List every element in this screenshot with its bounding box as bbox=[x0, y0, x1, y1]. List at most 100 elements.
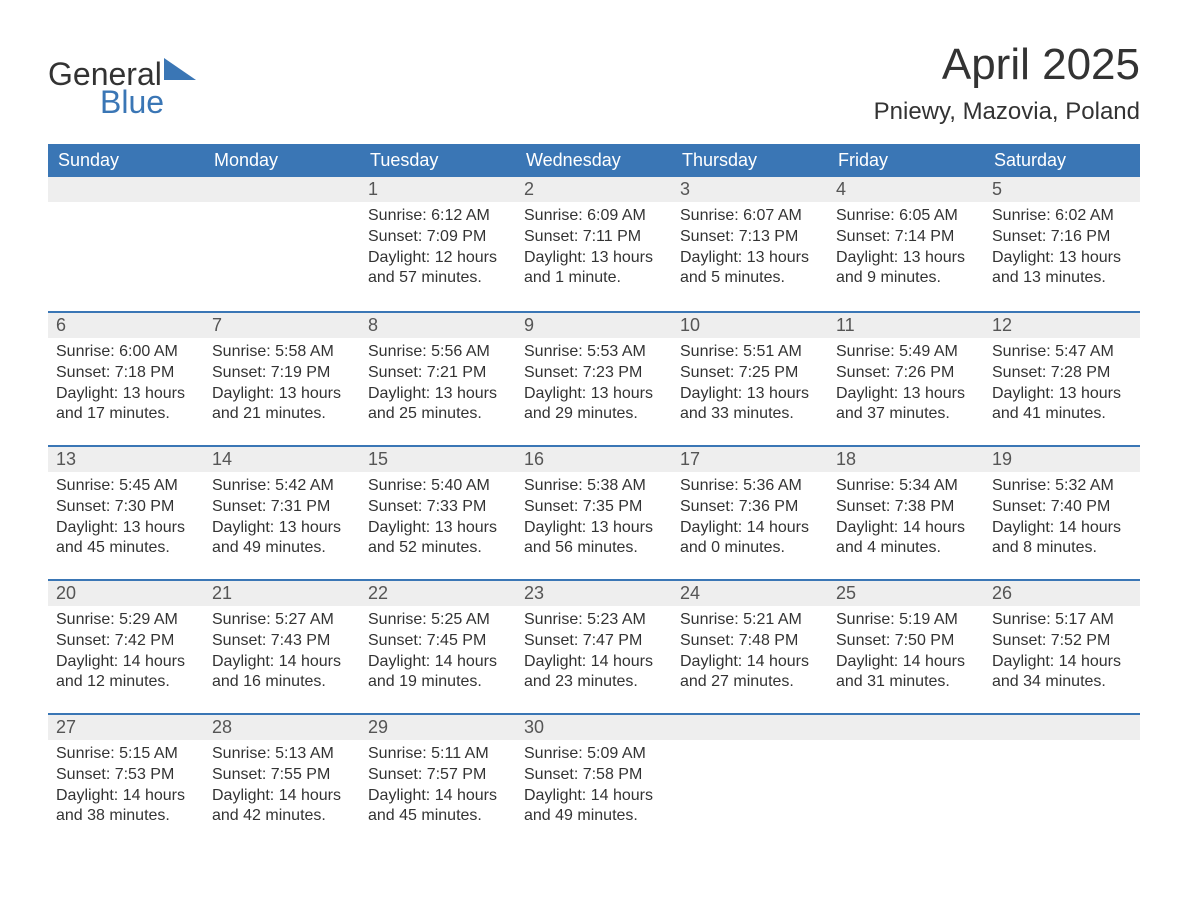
sunrise-text: Sunrise: 5:42 AM bbox=[212, 476, 352, 497]
day-header: Friday bbox=[828, 144, 984, 177]
sunrise-text: Sunrise: 6:05 AM bbox=[836, 206, 976, 227]
day-number: 8 bbox=[360, 311, 516, 338]
logo-triangle-icon bbox=[164, 58, 196, 85]
sunset-text: Sunset: 7:33 PM bbox=[368, 497, 508, 518]
calendar-cell: 10Sunrise: 5:51 AMSunset: 7:25 PMDayligh… bbox=[672, 311, 828, 445]
daylight-text-1: Daylight: 13 hours bbox=[524, 248, 664, 269]
day-number: 7 bbox=[204, 311, 360, 338]
day-details: Sunrise: 6:05 AMSunset: 7:14 PMDaylight:… bbox=[828, 202, 984, 297]
sunset-text: Sunset: 7:25 PM bbox=[680, 363, 820, 384]
day-number: 20 bbox=[48, 579, 204, 606]
daylight-text-2: and 31 minutes. bbox=[836, 672, 976, 693]
daylight-text-1: Daylight: 14 hours bbox=[56, 652, 196, 673]
day-header: Thursday bbox=[672, 144, 828, 177]
calendar-cell: 30Sunrise: 5:09 AMSunset: 7:58 PMDayligh… bbox=[516, 713, 672, 847]
page-header: General Blue April 2025 Pniewy, Mazovia,… bbox=[48, 40, 1140, 126]
sunrise-text: Sunrise: 5:47 AM bbox=[992, 342, 1132, 363]
sunset-text: Sunset: 7:57 PM bbox=[368, 765, 508, 786]
sunrise-text: Sunrise: 5:53 AM bbox=[524, 342, 664, 363]
calendar-week: 27Sunrise: 5:15 AMSunset: 7:53 PMDayligh… bbox=[48, 713, 1140, 847]
daylight-text-1: Daylight: 14 hours bbox=[56, 786, 196, 807]
day-details: Sunrise: 5:58 AMSunset: 7:19 PMDaylight:… bbox=[204, 338, 360, 433]
sunrise-text: Sunrise: 5:21 AM bbox=[680, 610, 820, 631]
calendar-cell: 20Sunrise: 5:29 AMSunset: 7:42 PMDayligh… bbox=[48, 579, 204, 713]
day-details: Sunrise: 5:32 AMSunset: 7:40 PMDaylight:… bbox=[984, 472, 1140, 567]
day-number: 17 bbox=[672, 445, 828, 472]
day-number: 21 bbox=[204, 579, 360, 606]
daylight-text-2: and 17 minutes. bbox=[56, 404, 196, 425]
location-subtitle: Pniewy, Mazovia, Poland bbox=[874, 98, 1140, 126]
sunrise-text: Sunrise: 5:27 AM bbox=[212, 610, 352, 631]
daylight-text-1: Daylight: 14 hours bbox=[212, 786, 352, 807]
day-number: 28 bbox=[204, 713, 360, 740]
day-details: Sunrise: 5:17 AMSunset: 7:52 PMDaylight:… bbox=[984, 606, 1140, 701]
day-number: 13 bbox=[48, 445, 204, 472]
sunset-text: Sunset: 7:21 PM bbox=[368, 363, 508, 384]
calendar-cell: 27Sunrise: 5:15 AMSunset: 7:53 PMDayligh… bbox=[48, 713, 204, 847]
day-details: Sunrise: 5:36 AMSunset: 7:36 PMDaylight:… bbox=[672, 472, 828, 567]
day-number: 24 bbox=[672, 579, 828, 606]
daylight-text-1: Daylight: 13 hours bbox=[992, 248, 1132, 269]
daylight-text-1: Daylight: 13 hours bbox=[992, 384, 1132, 405]
day-details: Sunrise: 5:11 AMSunset: 7:57 PMDaylight:… bbox=[360, 740, 516, 835]
day-details: Sunrise: 5:42 AMSunset: 7:31 PMDaylight:… bbox=[204, 472, 360, 567]
calendar-head: SundayMondayTuesdayWednesdayThursdayFrid… bbox=[48, 144, 1140, 177]
daylight-text-2: and 21 minutes. bbox=[212, 404, 352, 425]
day-number: 18 bbox=[828, 445, 984, 472]
sunset-text: Sunset: 7:43 PM bbox=[212, 631, 352, 652]
calendar-cell: 13Sunrise: 5:45 AMSunset: 7:30 PMDayligh… bbox=[48, 445, 204, 579]
calendar-cell: 26Sunrise: 5:17 AMSunset: 7:52 PMDayligh… bbox=[984, 579, 1140, 713]
day-details: Sunrise: 5:25 AMSunset: 7:45 PMDaylight:… bbox=[360, 606, 516, 701]
daylight-text-1: Daylight: 14 hours bbox=[992, 518, 1132, 539]
sunset-text: Sunset: 7:50 PM bbox=[836, 631, 976, 652]
day-number: 19 bbox=[984, 445, 1140, 472]
day-details: Sunrise: 6:00 AMSunset: 7:18 PMDaylight:… bbox=[48, 338, 204, 433]
day-details: Sunrise: 5:45 AMSunset: 7:30 PMDaylight:… bbox=[48, 472, 204, 567]
sunset-text: Sunset: 7:28 PM bbox=[992, 363, 1132, 384]
day-number: 16 bbox=[516, 445, 672, 472]
calendar-cell: 22Sunrise: 5:25 AMSunset: 7:45 PMDayligh… bbox=[360, 579, 516, 713]
sunset-text: Sunset: 7:13 PM bbox=[680, 227, 820, 248]
day-number: 3 bbox=[672, 177, 828, 202]
calendar-cell: 18Sunrise: 5:34 AMSunset: 7:38 PMDayligh… bbox=[828, 445, 984, 579]
day-details: Sunrise: 5:27 AMSunset: 7:43 PMDaylight:… bbox=[204, 606, 360, 701]
calendar-cell: . bbox=[672, 713, 828, 847]
daylight-text-1: Daylight: 13 hours bbox=[524, 518, 664, 539]
day-details: Sunrise: 5:38 AMSunset: 7:35 PMDaylight:… bbox=[516, 472, 672, 567]
calendar-cell: 25Sunrise: 5:19 AMSunset: 7:50 PMDayligh… bbox=[828, 579, 984, 713]
daylight-text-1: Daylight: 14 hours bbox=[524, 652, 664, 673]
sunset-text: Sunset: 7:18 PM bbox=[56, 363, 196, 384]
sunset-text: Sunset: 7:11 PM bbox=[524, 227, 664, 248]
sunrise-text: Sunrise: 5:15 AM bbox=[56, 744, 196, 765]
day-number: 2 bbox=[516, 177, 672, 202]
day-details-empty bbox=[984, 740, 1140, 752]
day-details: Sunrise: 5:09 AMSunset: 7:58 PMDaylight:… bbox=[516, 740, 672, 835]
daylight-text-1: Daylight: 14 hours bbox=[836, 652, 976, 673]
calendar-cell: 9Sunrise: 5:53 AMSunset: 7:23 PMDaylight… bbox=[516, 311, 672, 445]
sunrise-text: Sunrise: 5:56 AM bbox=[368, 342, 508, 363]
daylight-text-2: and 12 minutes. bbox=[56, 672, 196, 693]
day-header: Saturday bbox=[984, 144, 1140, 177]
sunrise-text: Sunrise: 5:51 AM bbox=[680, 342, 820, 363]
sunset-text: Sunset: 7:48 PM bbox=[680, 631, 820, 652]
daylight-text-2: and 9 minutes. bbox=[836, 268, 976, 289]
daylight-text-1: Daylight: 12 hours bbox=[368, 248, 508, 269]
daylight-text-1: Daylight: 13 hours bbox=[212, 384, 352, 405]
calendar-cell: 7Sunrise: 5:58 AMSunset: 7:19 PMDaylight… bbox=[204, 311, 360, 445]
calendar-cell: 12Sunrise: 5:47 AMSunset: 7:28 PMDayligh… bbox=[984, 311, 1140, 445]
calendar-cell: 6Sunrise: 6:00 AMSunset: 7:18 PMDaylight… bbox=[48, 311, 204, 445]
daylight-text-2: and 42 minutes. bbox=[212, 806, 352, 827]
day-details-empty bbox=[48, 202, 204, 214]
day-number-empty: . bbox=[48, 177, 204, 202]
day-details: Sunrise: 5:47 AMSunset: 7:28 PMDaylight:… bbox=[984, 338, 1140, 433]
month-title: April 2025 bbox=[874, 40, 1140, 90]
day-details: Sunrise: 5:51 AMSunset: 7:25 PMDaylight:… bbox=[672, 338, 828, 433]
daylight-text-2: and 49 minutes. bbox=[524, 806, 664, 827]
calendar-table: SundayMondayTuesdayWednesdayThursdayFrid… bbox=[48, 144, 1140, 847]
day-details: Sunrise: 5:56 AMSunset: 7:21 PMDaylight:… bbox=[360, 338, 516, 433]
daylight-text-2: and 57 minutes. bbox=[368, 268, 508, 289]
day-header: Tuesday bbox=[360, 144, 516, 177]
daylight-text-1: Daylight: 13 hours bbox=[680, 248, 820, 269]
sunset-text: Sunset: 7:36 PM bbox=[680, 497, 820, 518]
calendar-body: ..1Sunrise: 6:12 AMSunset: 7:09 PMDaylig… bbox=[48, 177, 1140, 847]
